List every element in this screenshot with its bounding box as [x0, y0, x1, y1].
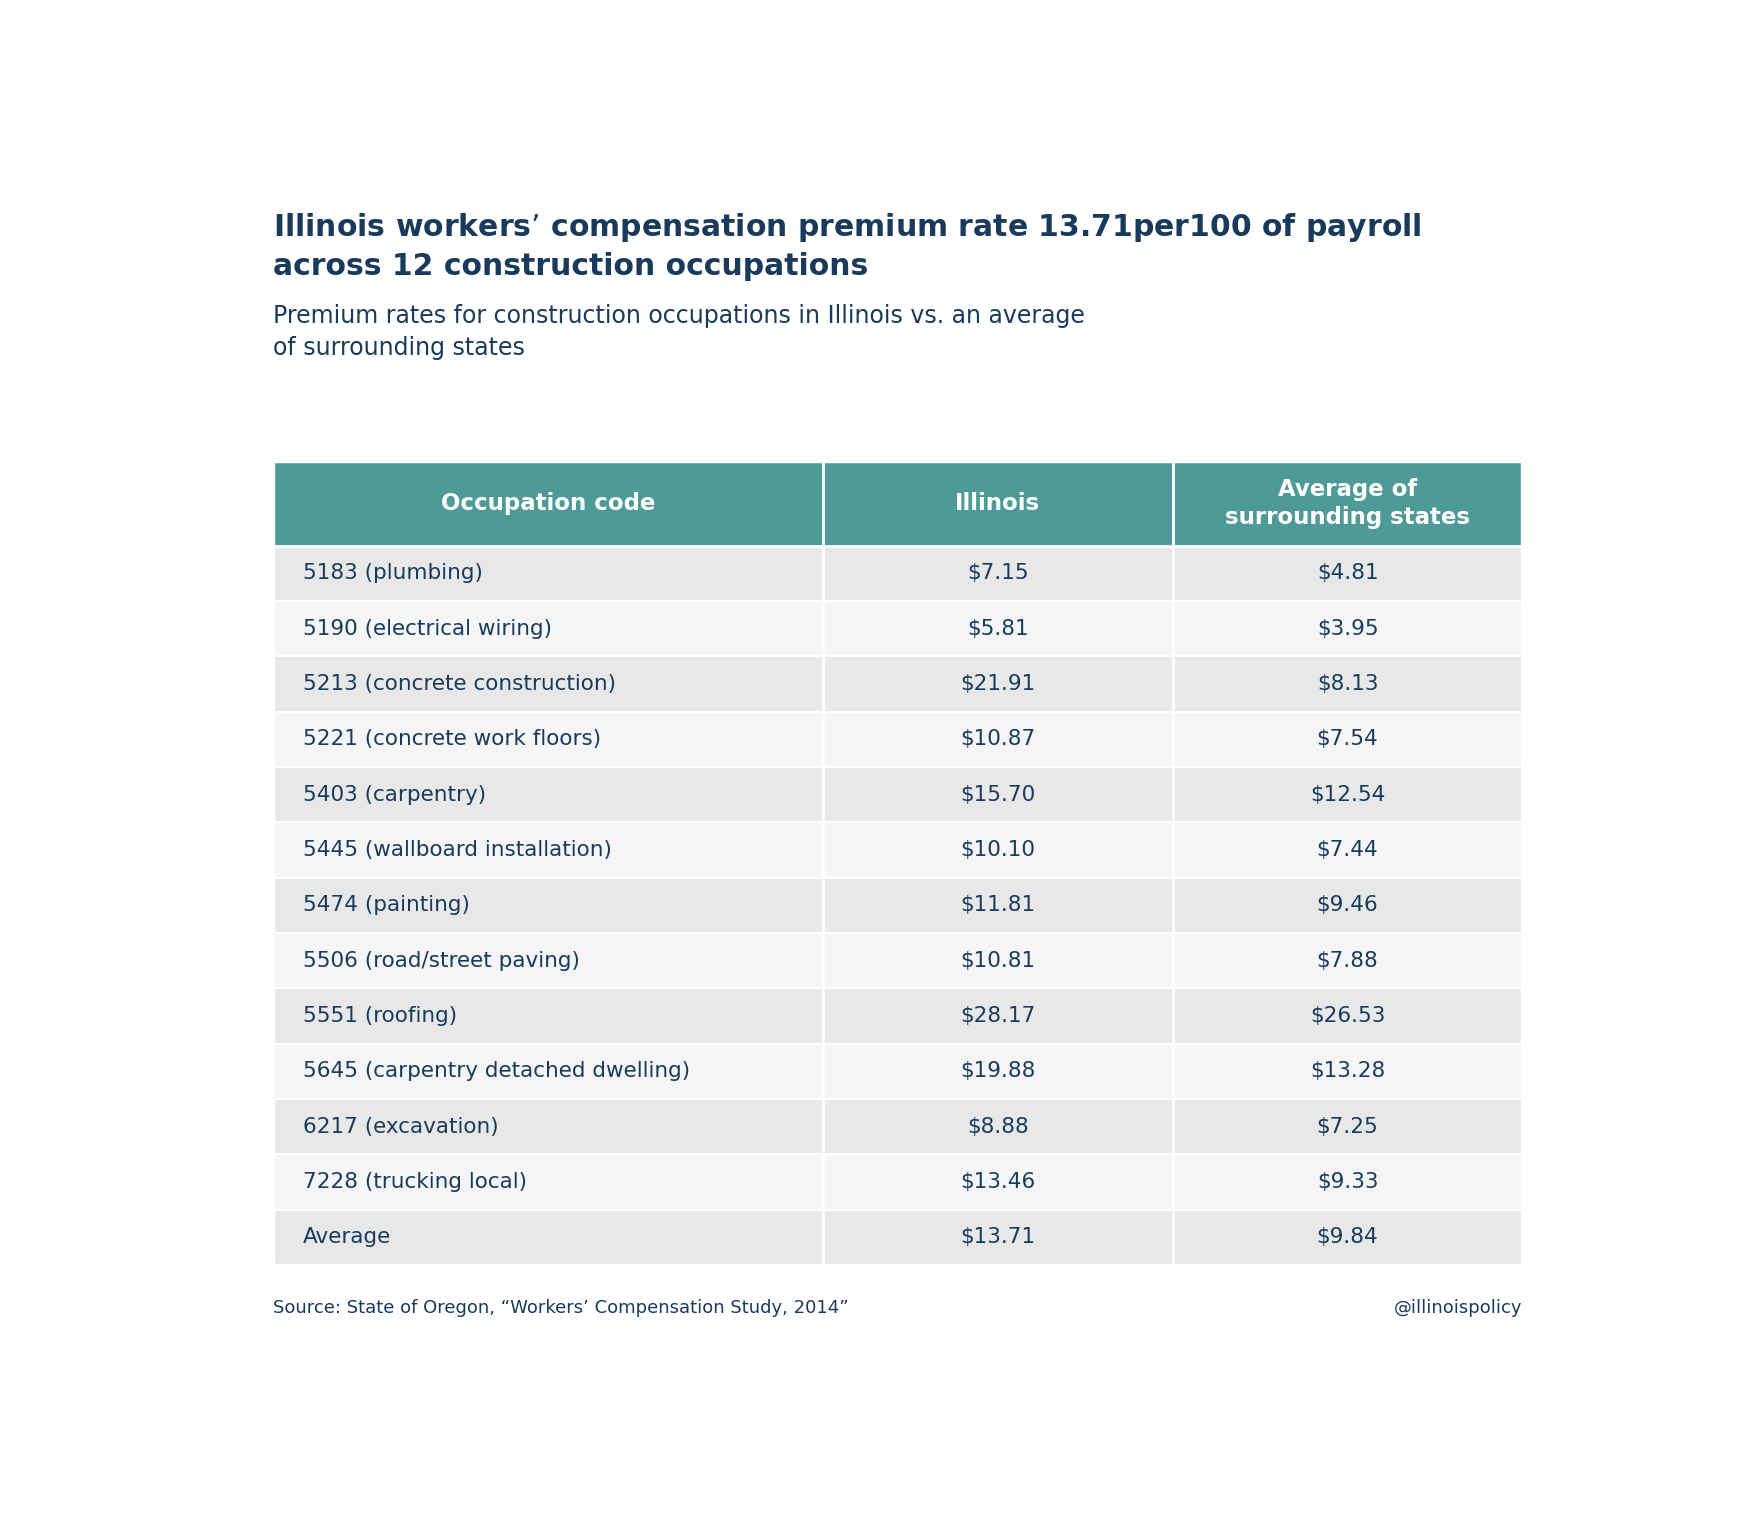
Text: 7228 (trucking local): 7228 (trucking local): [303, 1173, 527, 1192]
Text: $3.95: $3.95: [1318, 619, 1379, 638]
Bar: [273, 822, 1522, 878]
Text: $13.71: $13.71: [960, 1227, 1035, 1247]
Bar: [273, 461, 1522, 1265]
Text: 5506 (road/street paving): 5506 (road/street paving): [303, 950, 580, 971]
Text: $15.70: $15.70: [960, 785, 1035, 805]
Text: Occupation code: Occupation code: [442, 492, 655, 514]
Text: $10.10: $10.10: [960, 840, 1035, 859]
Text: 5183 (plumbing): 5183 (plumbing): [303, 563, 484, 583]
Bar: [273, 934, 1522, 988]
Text: 5445 (wallboard installation): 5445 (wallboard installation): [303, 840, 611, 859]
Text: Average: Average: [303, 1227, 391, 1247]
Text: Premium rates for construction occupations in Illinois vs. an average
of surroun: Premium rates for construction occupatio…: [273, 304, 1084, 360]
Text: 5551 (roofing): 5551 (roofing): [303, 1006, 457, 1026]
Text: $8.88: $8.88: [967, 1117, 1028, 1136]
Text: 5190 (electrical wiring): 5190 (electrical wiring): [303, 619, 552, 638]
Text: $19.88: $19.88: [960, 1061, 1035, 1082]
Bar: [273, 546, 1522, 601]
Text: $13.46: $13.46: [960, 1173, 1035, 1192]
Text: $7.15: $7.15: [967, 563, 1028, 583]
Bar: [273, 1210, 1522, 1265]
Text: $26.53: $26.53: [1310, 1006, 1386, 1026]
Text: 5645 (carpentry detached dwelling): 5645 (carpentry detached dwelling): [303, 1061, 690, 1082]
Bar: [273, 461, 823, 546]
Bar: [273, 1154, 1522, 1210]
Text: Illinois: Illinois: [955, 492, 1041, 514]
Bar: [273, 1044, 1522, 1098]
Text: @illinoispolicy: @illinoispolicy: [1395, 1300, 1522, 1318]
Text: $9.46: $9.46: [1318, 896, 1379, 915]
Text: 5474 (painting): 5474 (painting): [303, 896, 470, 915]
Bar: [1172, 461, 1522, 546]
Bar: [823, 461, 1172, 546]
Text: $4.81: $4.81: [1318, 563, 1379, 583]
Text: $8.13: $8.13: [1318, 673, 1379, 694]
Text: 6217 (excavation): 6217 (excavation): [303, 1117, 499, 1136]
Text: $10.81: $10.81: [960, 950, 1035, 971]
Text: $12.54: $12.54: [1310, 785, 1386, 805]
Text: Illinois workers’ compensation premium rate $13.71 per $100 of payroll
across 12: Illinois workers’ compensation premium r…: [273, 210, 1423, 281]
Text: 5403 (carpentry): 5403 (carpentry): [303, 785, 487, 805]
Text: 5213 (concrete construction): 5213 (concrete construction): [303, 673, 617, 694]
Bar: [273, 767, 1522, 822]
Bar: [273, 601, 1522, 657]
Text: $7.44: $7.44: [1318, 840, 1379, 859]
Text: $9.84: $9.84: [1318, 1227, 1379, 1247]
Text: $21.91: $21.91: [960, 673, 1035, 694]
Text: $28.17: $28.17: [960, 1006, 1035, 1026]
Text: 5221 (concrete work floors): 5221 (concrete work floors): [303, 729, 601, 749]
Text: Average of
surrounding states: Average of surrounding states: [1225, 478, 1470, 528]
Bar: [273, 1098, 1522, 1154]
Bar: [273, 657, 1522, 711]
Text: $10.87: $10.87: [960, 729, 1035, 749]
Text: $13.28: $13.28: [1310, 1061, 1386, 1082]
Text: $7.88: $7.88: [1318, 950, 1379, 971]
Text: $7.25: $7.25: [1318, 1117, 1379, 1136]
Text: $11.81: $11.81: [960, 896, 1035, 915]
Bar: [273, 711, 1522, 767]
Text: $7.54: $7.54: [1318, 729, 1379, 749]
Bar: [273, 988, 1522, 1044]
Text: $5.81: $5.81: [967, 619, 1028, 638]
Text: $9.33: $9.33: [1318, 1173, 1379, 1192]
Text: Source: State of Oregon, “Workers’ Compensation Study, 2014”: Source: State of Oregon, “Workers’ Compe…: [273, 1300, 850, 1318]
Bar: [273, 878, 1522, 934]
